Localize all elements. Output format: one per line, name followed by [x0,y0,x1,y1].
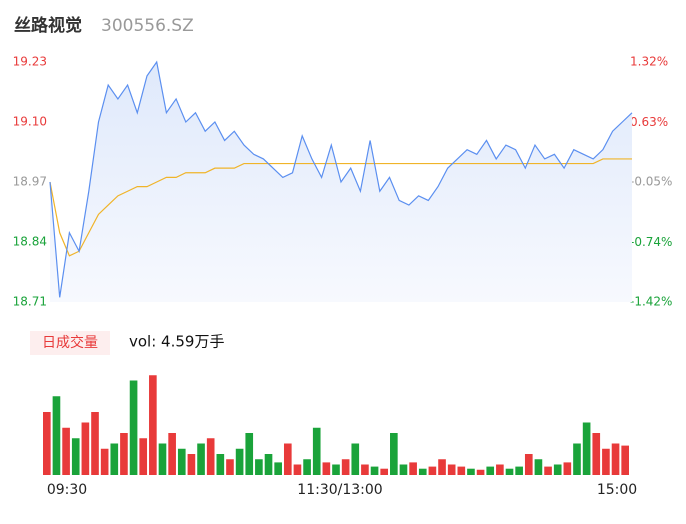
volume-bar [544,466,552,475]
volume-bar [100,448,109,475]
volume-bar [139,438,148,475]
volume-bar [245,433,254,475]
volume-bar [255,459,263,475]
volume-bar [524,454,533,475]
volume-bar [390,433,398,475]
y2-tick-label: 1.32% [630,55,668,69]
volume-bar [370,466,379,475]
price-line [49,60,633,298]
volume-bar [438,459,446,475]
volume-bar [303,459,311,475]
volume-bar [43,412,51,475]
volume-bar [71,438,80,475]
y2-tick-label: -0.74% [630,235,672,249]
volume-bar [283,443,292,475]
volume-bar [582,422,591,475]
x-tick-label: 09:30 [47,482,87,498]
y-tick-label: 18.71 [13,295,47,309]
volume-bar [573,443,581,475]
volume-bar [563,462,572,475]
volume-bar [216,454,225,475]
volume-tag: 日成交量 [42,334,98,351]
volume-bar [274,462,282,475]
volume-bar [187,454,196,475]
y-tick-label: 19.23 [13,55,47,69]
volume-bar [592,433,601,475]
volume-bar [351,443,360,475]
volume-bar [496,464,504,475]
volume-bar [226,459,234,475]
x-tick-label: 11:30/13:00 [297,482,382,498]
y2-tick-label: -0.05% [630,175,672,189]
volume-bar [602,448,610,475]
stock-name: 丝路视觉 [14,15,82,36]
volume-bar [158,443,167,475]
volume-bar [380,468,389,475]
volume-bar [322,462,331,475]
volume-bar [206,438,215,475]
volume-bar [553,464,562,475]
average-line [49,158,632,257]
volume-bar [293,464,302,475]
volume-bar [129,380,138,475]
volume-bar [312,427,321,475]
volume-bar [447,464,456,475]
volume-bar [235,448,244,475]
volume-bar [467,468,475,475]
volume-bar [457,466,466,475]
volume-total: vol: 4.59万手 [129,333,224,351]
volume-bar [428,466,437,475]
volume-bar [197,443,205,475]
volume-bar [341,459,350,475]
y-tick-label: 19.10 [13,115,47,129]
stock-code: 300556.SZ [101,16,194,36]
volume-bar [52,396,61,475]
volume-bar [534,459,543,475]
volume-bar [110,443,119,475]
volume-bar [62,427,70,475]
volume-bar [91,412,99,475]
volume-bar [361,464,369,475]
volume-bar [399,464,408,475]
x-tick-label: 15:00 [597,482,637,498]
y2-tick-label: -1.42% [630,295,672,309]
volume-bar [621,445,629,475]
volume-bar [120,433,128,475]
volume-bar [81,422,90,475]
y-tick-label: 18.97 [13,175,47,189]
volume-bar [168,433,176,475]
volume-bar [486,466,495,475]
volume-bar [418,468,427,475]
volume-bar [611,443,620,475]
volume-tag-bg [30,331,110,355]
volume-bar [332,464,340,475]
y2-tick-label: 0.63% [630,115,668,129]
volume-bar [264,454,273,475]
volume-bar [476,469,485,475]
volume-bar [177,448,186,475]
volume-bar [515,466,523,475]
volume-bar [409,462,417,475]
y-tick-label: 18.84 [13,235,47,249]
volume-bar [505,468,514,475]
volume-bar [149,375,157,475]
